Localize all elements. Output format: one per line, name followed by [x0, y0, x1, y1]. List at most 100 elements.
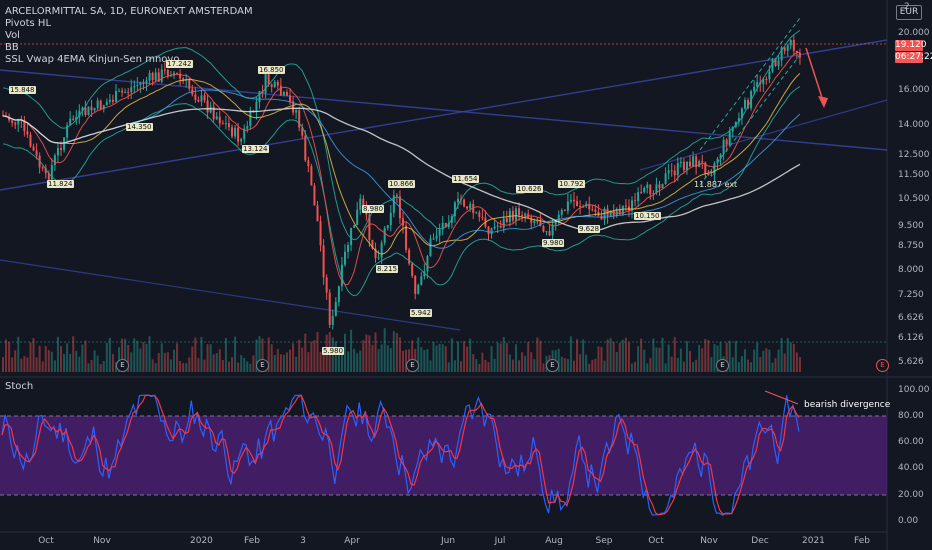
- volume-bar: [692, 362, 695, 372]
- volume-bar: [319, 351, 322, 372]
- candle-body: [631, 200, 634, 211]
- volume-bar: [667, 344, 670, 372]
- candle-body: [258, 90, 261, 103]
- volume-bar: [289, 349, 292, 372]
- candle-body: [634, 200, 637, 202]
- volume-bar: [560, 356, 563, 372]
- ema-line: [2, 72, 801, 255]
- time-axis-label: Feb: [854, 536, 870, 546]
- candle-body: [719, 154, 722, 159]
- volume-bar: [780, 337, 783, 372]
- candle-body: [99, 100, 102, 110]
- earnings-icon[interactable]: E: [716, 359, 729, 372]
- volume-bar: [337, 347, 340, 372]
- volume-bar: [756, 342, 759, 372]
- candle-body: [8, 116, 11, 121]
- volume-bar: [35, 357, 38, 372]
- volume-bar: [643, 349, 646, 372]
- volume-bar: [249, 363, 252, 372]
- volume-bar: [166, 352, 169, 372]
- candle-body: [96, 100, 99, 109]
- candle-body: [533, 220, 536, 223]
- candle-body: [579, 205, 582, 208]
- volume-bar: [411, 340, 414, 372]
- stoch-pane-title[interactable]: Stoch: [5, 381, 34, 392]
- volume-bar: [227, 361, 230, 372]
- earnings-icon[interactable]: E: [116, 359, 129, 372]
- volume-bar: [78, 356, 81, 372]
- candles: [2, 35, 801, 372]
- candle-body: [383, 228, 386, 243]
- volume-bar: [197, 358, 200, 372]
- volume-bar: [631, 363, 634, 372]
- candle-body: [762, 79, 765, 85]
- candle-body: [325, 277, 328, 293]
- candle-body: [728, 131, 731, 145]
- candle-body: [179, 73, 182, 79]
- time-axis-label: Apr: [344, 536, 360, 546]
- volume-bar: [627, 342, 630, 372]
- volume-bar: [386, 345, 389, 372]
- projection-arrowhead: [818, 96, 828, 108]
- volume-bar: [496, 342, 499, 372]
- sma-200-line: [2, 107, 801, 232]
- candle-body: [264, 74, 267, 94]
- volume-bar: [725, 342, 728, 372]
- candle-body: [569, 199, 572, 202]
- candle-body: [11, 120, 14, 123]
- candle-body: [53, 155, 56, 166]
- candle-body: [435, 235, 438, 239]
- volume-bar: [380, 344, 383, 372]
- volume-bar: [460, 361, 463, 372]
- candle-body: [627, 206, 630, 211]
- volume-bar: [447, 362, 450, 372]
- earnings-icon[interactable]: E: [876, 359, 889, 372]
- candle-body: [2, 115, 4, 116]
- candle-body: [60, 148, 63, 150]
- indicator-legend-bb[interactable]: BB: [5, 42, 19, 53]
- volume-bar: [682, 361, 685, 372]
- pivot-label: 5.942: [410, 309, 433, 317]
- stoch-d-line: [1, 394, 800, 516]
- volume-bar: [710, 357, 713, 372]
- volume-bar: [169, 359, 172, 372]
- symbol-legend[interactable]: ARCELORMITTAL SA, 1D, EURONEXT AMSTERDAM: [5, 6, 253, 17]
- volume-bar: [719, 342, 722, 372]
- volume-bar: [661, 337, 664, 372]
- candle-body: [118, 90, 121, 92]
- candle-body: [319, 221, 322, 246]
- volume-bar: [240, 355, 243, 372]
- price-axis-label: 8.750: [898, 241, 924, 251]
- stoch-axis-label: 20.00: [898, 490, 924, 500]
- candle-body: [545, 231, 548, 233]
- volume-bar: [121, 338, 124, 372]
- candle-body: [640, 192, 643, 194]
- currency-badge[interactable]: EUR: [896, 5, 922, 20]
- candle-body: [273, 81, 276, 88]
- volume-bar: [795, 352, 798, 372]
- volume-bar: [32, 338, 35, 372]
- price-axis-label: 7.250: [898, 290, 924, 300]
- volume-bar: [90, 359, 93, 372]
- candle-body: [102, 105, 105, 110]
- price-axis-label: 9.500: [898, 221, 924, 231]
- stoch-axis-label: 100.00: [898, 385, 930, 395]
- volume-bar: [634, 361, 637, 372]
- candle-body: [56, 148, 59, 156]
- volume-bar: [209, 344, 212, 372]
- candle-body: [765, 79, 768, 81]
- indicator-legend-ssl[interactable]: SSL Vwap 4EMA Kinjun-Sen mnovo: [5, 54, 180, 65]
- pivot-label: 16.850: [258, 66, 285, 74]
- volume-bar: [237, 362, 240, 372]
- channel-line: [699, 54, 801, 186]
- volume-bar: [563, 358, 566, 372]
- indicator-legend-pivots[interactable]: Pivots HL: [5, 18, 52, 29]
- candle-body: [771, 58, 774, 72]
- indicator-legend-vol[interactable]: Vol: [5, 30, 20, 41]
- volume-bar: [572, 360, 575, 372]
- earnings-icon[interactable]: E: [406, 359, 419, 372]
- earnings-icon[interactable]: E: [546, 359, 559, 372]
- volume-bar: [490, 346, 493, 372]
- earnings-icon[interactable]: E: [256, 359, 269, 372]
